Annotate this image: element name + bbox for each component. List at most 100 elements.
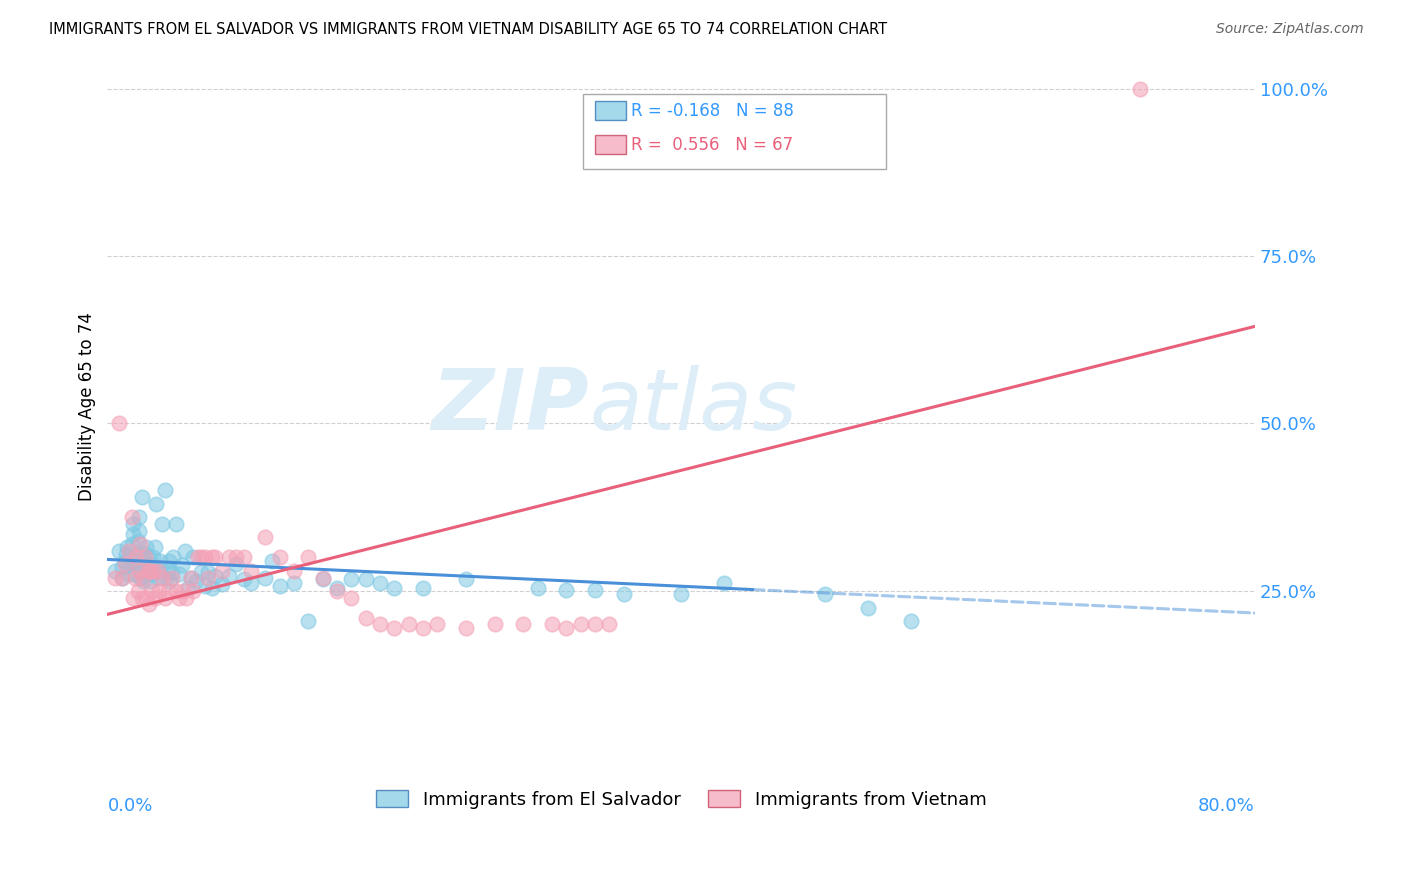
Point	[108, 417, 131, 431]
Point	[174, 591, 197, 605]
Point	[111, 570, 134, 584]
Point	[114, 554, 136, 568]
Point	[138, 597, 160, 611]
Point	[118, 557, 141, 571]
Point	[142, 564, 165, 578]
Point	[156, 564, 179, 578]
Point	[141, 567, 163, 582]
Point	[813, 587, 835, 601]
Point	[254, 530, 277, 544]
Point	[145, 497, 167, 511]
Point	[232, 550, 254, 565]
Point	[555, 621, 578, 635]
Point	[194, 578, 217, 592]
Point	[239, 575, 262, 590]
Point	[454, 572, 477, 586]
Text: R = -0.168   N = 88: R = -0.168 N = 88	[631, 102, 794, 120]
Point	[204, 550, 226, 565]
Point	[111, 560, 134, 574]
Text: 0.0%: 0.0%	[107, 797, 153, 815]
Point	[142, 550, 165, 565]
Point	[167, 591, 190, 605]
Point	[115, 547, 138, 561]
Point	[157, 554, 180, 568]
Point	[211, 564, 233, 578]
Point	[129, 570, 152, 584]
Point	[125, 554, 148, 568]
Point	[103, 570, 125, 584]
Point	[108, 543, 131, 558]
Point	[340, 591, 363, 605]
Point	[128, 564, 150, 578]
Point	[141, 558, 163, 573]
Point	[128, 524, 150, 538]
Point	[177, 581, 200, 595]
Point	[136, 567, 159, 582]
Point	[139, 564, 162, 578]
Point	[132, 574, 155, 588]
Point	[111, 570, 134, 584]
Point	[669, 587, 692, 601]
Point	[583, 617, 606, 632]
Point	[131, 490, 153, 504]
Point	[340, 572, 363, 586]
Point	[382, 621, 405, 635]
Point	[225, 557, 247, 571]
Point	[127, 583, 149, 598]
Point	[149, 554, 172, 568]
Text: R =  0.556   N = 67: R = 0.556 N = 67	[631, 136, 793, 153]
Point	[201, 550, 224, 565]
Text: IMMIGRANTS FROM EL SALVADOR VS IMMIGRANTS FROM VIETNAM DISABILITY AGE 65 TO 74 C: IMMIGRANTS FROM EL SALVADOR VS IMMIGRANT…	[49, 22, 887, 37]
Point	[125, 550, 148, 565]
Point	[368, 575, 391, 590]
Point	[134, 557, 156, 571]
Point	[150, 516, 173, 531]
Point	[311, 572, 333, 586]
Point	[165, 583, 187, 598]
Point	[134, 547, 156, 561]
Point	[150, 570, 173, 584]
Point	[148, 564, 170, 578]
Point	[269, 550, 291, 565]
Point	[232, 572, 254, 586]
Point	[225, 550, 247, 565]
Point	[114, 557, 136, 571]
Point	[311, 570, 333, 584]
Point	[138, 550, 160, 565]
Point	[426, 617, 449, 632]
Point	[186, 574, 208, 588]
Point	[122, 591, 145, 605]
Legend: Immigrants from El Salvador, Immigrants from Vietnam: Immigrants from El Salvador, Immigrants …	[368, 783, 994, 816]
Point	[129, 564, 152, 578]
Point	[172, 583, 194, 598]
Point	[239, 564, 262, 578]
Point	[190, 550, 212, 565]
Point	[484, 617, 506, 632]
Point	[218, 569, 240, 583]
Point	[117, 541, 139, 555]
Point	[162, 550, 184, 565]
Point	[183, 550, 205, 565]
Point	[713, 575, 735, 590]
Point	[124, 567, 146, 582]
Point	[146, 564, 169, 578]
Point	[398, 617, 420, 632]
Point	[541, 617, 564, 632]
Point	[153, 483, 176, 498]
Point	[197, 570, 219, 584]
Point	[194, 550, 217, 565]
Point	[128, 510, 150, 524]
Point	[454, 621, 477, 635]
Point	[173, 543, 195, 558]
Point	[598, 617, 620, 632]
Point	[262, 554, 284, 568]
Point	[165, 516, 187, 531]
Point	[122, 516, 145, 531]
Point	[139, 574, 162, 588]
Point	[1129, 81, 1152, 95]
Point	[129, 537, 152, 551]
Point	[143, 541, 166, 555]
Point	[297, 614, 319, 628]
Point	[132, 570, 155, 584]
Point	[900, 614, 922, 628]
